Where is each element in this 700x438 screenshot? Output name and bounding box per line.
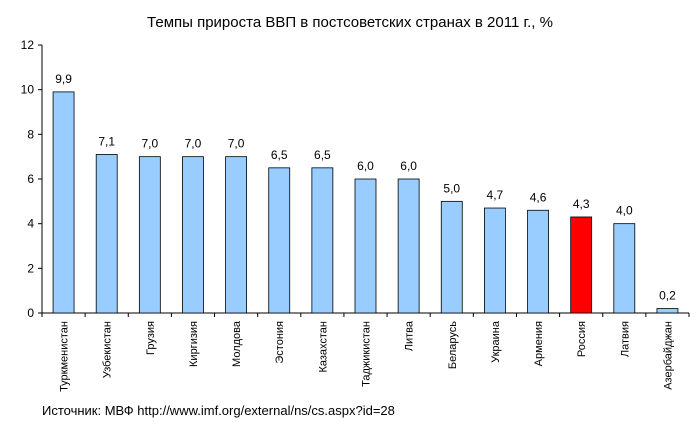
bar — [225, 156, 248, 314]
bar — [95, 154, 118, 314]
data-label: 9,9 — [55, 72, 72, 86]
bar — [527, 209, 549, 314]
bar — [613, 223, 636, 314]
category-label: Азербайджан — [662, 321, 674, 390]
bar — [138, 156, 161, 314]
bar — [311, 167, 334, 314]
data-label: 6,0 — [400, 159, 417, 173]
category-label: Латвия — [619, 321, 631, 357]
data-labels: 9,9 7,1 7,0 7,0 7,0 6,5 6,5 6,0 6,0 5,0 4,7 4,6 4,3 4… — [55, 72, 676, 303]
category-label: Молдова — [231, 320, 243, 367]
y-tick-label: 8 — [27, 127, 34, 141]
data-label: 7,0 — [141, 137, 158, 151]
bars — [52, 91, 679, 314]
data-label: 4,6 — [530, 190, 547, 204]
bar — [52, 91, 75, 314]
category-label: Киргизия — [188, 321, 200, 367]
category-label: Казахстан — [317, 321, 329, 373]
data-label: 4,3 — [573, 197, 590, 211]
data-label: 6,0 — [357, 159, 374, 173]
bar — [656, 308, 679, 314]
y-tick-label: 12 — [21, 38, 35, 52]
data-label: 4,0 — [616, 204, 633, 218]
y-tick-label: 4 — [27, 217, 34, 231]
data-label: 4,7 — [487, 188, 504, 202]
bar — [268, 167, 291, 314]
data-label: 7,0 — [185, 137, 202, 151]
y-tick-label: 2 — [27, 261, 34, 275]
bar — [354, 178, 377, 314]
category-label: Таджикистан — [361, 321, 373, 387]
data-label: 6,5 — [314, 148, 331, 162]
bar — [440, 200, 463, 314]
y-tick-label: 6 — [27, 172, 34, 186]
data-label: 5,0 — [443, 181, 460, 195]
category-label: Армения — [533, 321, 545, 366]
category-label: Эстония — [274, 321, 286, 364]
y-tick-label: 0 — [27, 306, 34, 320]
category-labels: Туркменистан Узбекистан Грузия Киргизия Молд… — [59, 320, 675, 392]
category-label: Узбекистан — [102, 321, 114, 378]
chart-title: Темпы прироста ВВП в постсоветских стран… — [147, 14, 553, 31]
bar — [182, 156, 204, 314]
category-label: Россия — [576, 321, 588, 357]
category-label: Литва — [404, 320, 416, 351]
bar — [570, 216, 593, 314]
bar — [483, 207, 506, 314]
data-label: 7,1 — [98, 134, 115, 148]
data-label: 6,5 — [271, 148, 288, 162]
y-tick-label: 10 — [21, 83, 35, 97]
data-label: 0,2 — [659, 289, 676, 303]
bar — [397, 178, 420, 314]
category-label: Украина — [490, 320, 502, 363]
bar-chart: 0 2 4 6 8 10 12 9,9 7,1 7,0 7,0 7,0 6,5 6,5 6,0 6,0 5,0… — [21, 38, 690, 392]
data-label: 7,0 — [228, 137, 245, 151]
category-label: Туркменистан — [59, 321, 71, 392]
category-label: Грузия — [145, 321, 157, 355]
source-note: Источник: МВФ http://www.imf.org/externa… — [42, 403, 395, 418]
category-label: Беларусь — [447, 321, 459, 369]
